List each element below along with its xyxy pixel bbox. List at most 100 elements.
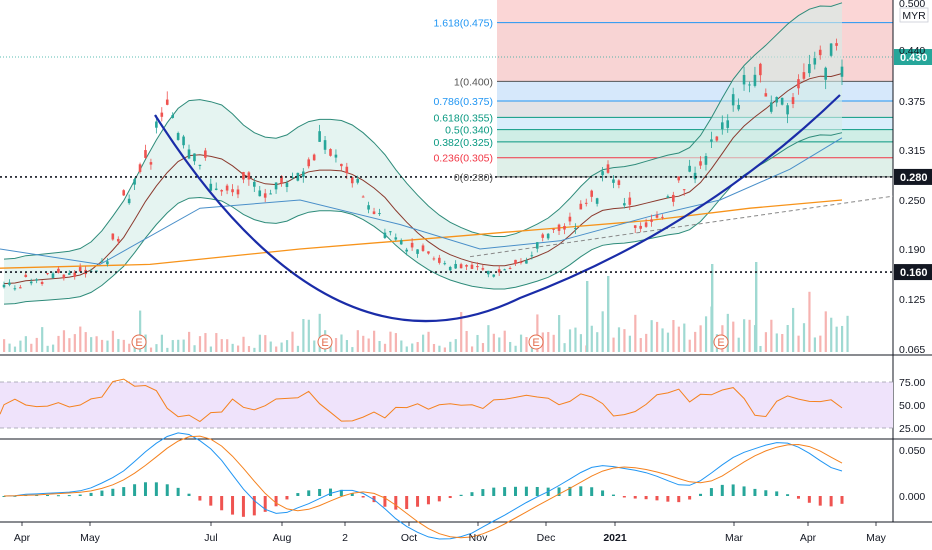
candle-body (824, 67, 827, 80)
volume-bar (394, 333, 397, 352)
candle-body (394, 237, 398, 240)
candle-body (748, 84, 751, 86)
volume-bar (503, 330, 506, 352)
volume-bar (139, 310, 142, 352)
volume-bar (476, 334, 479, 352)
candle-body (666, 196, 670, 198)
candle-body (209, 183, 213, 191)
candle-body (699, 161, 702, 166)
candle-body (546, 233, 550, 239)
volume-bar (590, 325, 593, 352)
volume-bar (373, 330, 376, 352)
candle-body (160, 112, 164, 117)
candle-body (818, 49, 822, 56)
macd-histogram-bar (709, 488, 713, 496)
volume-bar (824, 311, 827, 352)
macd-histogram-bar (557, 487, 561, 496)
time-axis[interactable]: Apr May Jul Aug 2 Oct Nov Dec 2021 Mar Apr May (14, 522, 887, 544)
candle-body (204, 150, 207, 158)
volume-bar (711, 264, 714, 352)
volume-bar (307, 319, 310, 352)
macd-histogram-bar (274, 496, 278, 507)
candle-body (813, 58, 817, 65)
candle-body (617, 180, 621, 185)
volume-bar (514, 345, 517, 352)
macd-histogram-bar (263, 496, 267, 512)
volume-bar (802, 323, 806, 352)
candle-body (329, 149, 332, 156)
candle-body (633, 225, 637, 228)
volume-bar (24, 336, 27, 352)
candle-body (253, 181, 256, 187)
candle-body (416, 249, 419, 254)
macd-histogram-bar (252, 496, 256, 516)
ma-medium (0, 137, 843, 265)
candle-body (497, 269, 501, 273)
macd-histogram-bar (67, 495, 71, 497)
volume-bar (291, 331, 294, 352)
price-axis[interactable]: 0.500 0.440 0.375 0.315 0.250 0.190 0.125 0.065 (899, 0, 925, 356)
currency-box[interactable] (899, 7, 929, 23)
candle-body (323, 140, 327, 150)
volume-bar (579, 334, 583, 352)
candle-body (557, 224, 561, 231)
macd-histogram-bar (111, 488, 115, 496)
candle-body (514, 259, 517, 264)
price-axis-label: 0.375 (899, 96, 925, 108)
candle-body (612, 179, 615, 183)
volume-bar (204, 333, 207, 352)
volume-bar (574, 327, 577, 352)
volume-bar (563, 343, 566, 352)
macd-histogram-bar (78, 494, 82, 496)
volume-bar (166, 347, 169, 352)
candle-body (710, 139, 713, 142)
candle-body (106, 261, 109, 265)
macd-histogram-bar (241, 496, 245, 517)
rsi-axis-label: 75.00 (899, 377, 925, 389)
volume-bar (149, 347, 153, 352)
volume-bar (612, 337, 615, 352)
volume-bar (318, 313, 321, 352)
volume-bar (792, 307, 795, 352)
volume-bar (68, 338, 71, 352)
volume-bar (808, 291, 811, 352)
candle-body (122, 190, 126, 196)
volume-bar (258, 334, 261, 352)
support-label: 0.280 (900, 172, 928, 184)
macd-histogram-bar (383, 496, 387, 507)
candle-body (318, 131, 321, 142)
time-axis-label: 2 (342, 532, 348, 544)
candle-body (840, 66, 844, 77)
volume-bar (683, 323, 686, 352)
macd-histogram-bar (818, 496, 822, 506)
macd-histogram-bar (220, 496, 224, 511)
volume-bar (460, 312, 463, 352)
earnings-marker (528, 334, 544, 350)
volume-bar (422, 334, 425, 352)
candle-body (525, 260, 528, 264)
grid-lines (0, 0, 932, 523)
volume-bar (492, 333, 495, 352)
volume-bar (743, 319, 746, 352)
macd-histogram-bar (786, 494, 790, 496)
time-axis-label: May (80, 532, 101, 544)
candle-body (356, 178, 360, 183)
volume-bar (411, 343, 414, 352)
price-axis-label: 0.315 (899, 145, 925, 157)
volume-bar (198, 336, 202, 352)
volume-bar (405, 346, 408, 352)
volume-bar (57, 335, 60, 352)
candle-body (182, 136, 185, 146)
candle-body (552, 228, 555, 230)
candle-body (791, 97, 795, 104)
volume-bar (122, 339, 125, 352)
volume-bar (193, 345, 196, 352)
volume-bar (302, 319, 305, 352)
candle-body (481, 268, 485, 270)
bollinger-fill (4, 2, 842, 305)
macd-histogram-bar (2, 496, 6, 497)
volume-bar (835, 326, 838, 352)
volume-bar (84, 332, 87, 352)
candle-body (470, 264, 474, 269)
